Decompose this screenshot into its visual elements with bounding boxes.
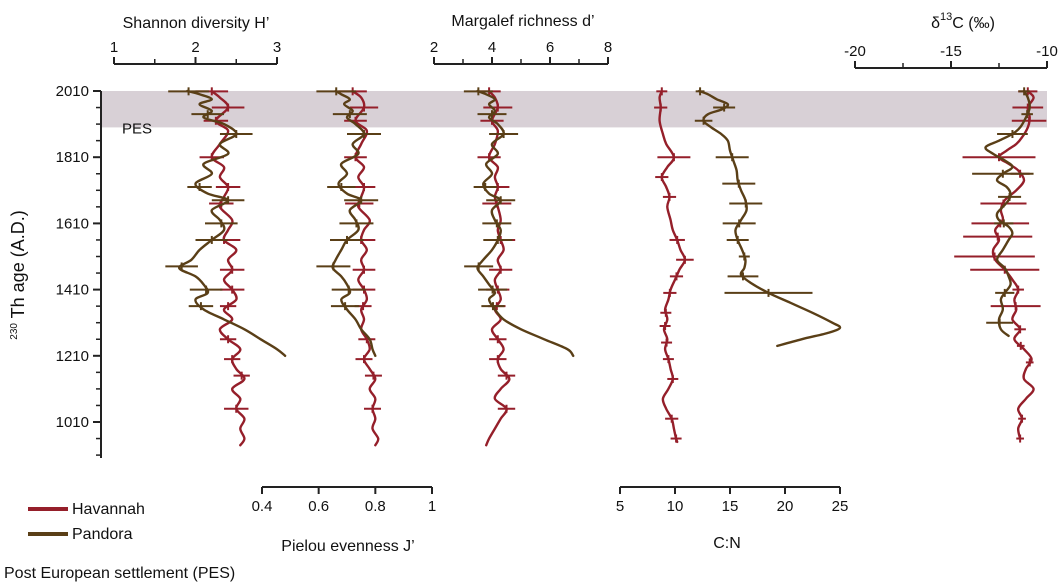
cn-series-pandora	[694, 87, 842, 348]
cn-pandora-line	[698, 89, 842, 348]
evenness-axis-title: Pielou evenness J’	[281, 538, 414, 555]
cn-x-tick-label: 10	[667, 498, 684, 515]
pes-band	[101, 91, 1047, 128]
y-tick-label: 1410	[56, 282, 89, 299]
margalef-havannah-line	[485, 90, 511, 447]
cn-x-tick-label: 25	[832, 498, 849, 515]
cn-x-tick-label: 15	[722, 498, 739, 515]
pes-band-label: PES	[122, 120, 152, 137]
shannon-x-tick-label: 1	[110, 39, 118, 56]
y-tick-label: 2010	[56, 83, 89, 100]
cn-axis-title: C:N	[713, 535, 741, 552]
shannon-x-tick-label: 3	[273, 39, 281, 56]
panel-margalef: 2 4 6 8 Margalef richness d’	[430, 13, 612, 447]
y-tick-label: 1010	[56, 414, 89, 431]
legend-note: Post European settlement (PES)	[4, 565, 235, 582]
panel-d13c: -20 -15 -10 δ13C (‰)	[844, 11, 1058, 443]
margalef-pandora-line	[476, 89, 575, 357]
evenness-x-tick-label: 0.6	[308, 498, 329, 515]
y-tick-label: 1610	[56, 215, 89, 232]
y-axis-title-main: Th age (A.D.)	[8, 210, 28, 323]
margalef-x-tick-label: 8	[604, 39, 612, 56]
margalef-x-tick-label: 2	[430, 39, 438, 56]
panel-evenness: 0.4 0.6 0.8 1 Pielou evenness J’	[252, 87, 436, 555]
evenness-x-tick-label: 0.4	[252, 498, 273, 515]
d13c-title-delta: δ	[931, 15, 940, 32]
shannon-x-tick-label: 2	[191, 39, 199, 56]
evenness-havannah-line	[351, 90, 380, 447]
y-axis: 2010 1810 1610 1410 1210 1010 230 Th age (A.D.…	[8, 83, 102, 458]
margalef-x-tick-label: 4	[488, 39, 496, 56]
evenness-series-pandora	[316, 87, 381, 357]
d13c-x-tick-label: -15	[940, 43, 962, 60]
d13c-x-tick-label: -10	[1036, 43, 1058, 60]
panel-cn: 5 10 15 20 25 C:N	[616, 87, 849, 552]
margalef-x-tick-label: 6	[546, 39, 554, 56]
legend-label-havannah: Havannah	[72, 501, 145, 518]
cn-x-tick-label: 20	[777, 498, 794, 515]
y-axis-title: 230 Th age (A.D.)	[8, 210, 28, 339]
evenness-x-tick-label: 0.8	[365, 498, 386, 515]
cn-havannah-line	[658, 90, 687, 444]
d13c-title-superscript: 13	[940, 11, 952, 23]
d13c-axis-title: δ13C (‰)	[931, 11, 995, 32]
d13c-havannah-line	[991, 90, 1035, 440]
d13c-x-tick-label: -20	[844, 43, 866, 60]
cn-x-tick-label: 5	[616, 498, 624, 515]
shannon-pandora-line	[178, 89, 287, 357]
legend-label-pandora: Pandora	[72, 526, 133, 543]
margalef-series-pandora	[463, 87, 575, 357]
evenness-pandora-line	[331, 89, 377, 357]
y-axis-title-superscript: 230	[9, 323, 20, 340]
shannon-havannah-line	[210, 90, 246, 447]
evenness-x-tick-label: 1	[428, 498, 436, 515]
y-tick-label: 1210	[56, 348, 89, 365]
margalef-axis-title: Margalef richness d’	[451, 13, 594, 30]
legend: Havannah Pandora Post European settlement …	[4, 501, 235, 582]
y-tick-label: 1810	[56, 149, 89, 166]
d13c-pandora-line	[984, 89, 1031, 338]
d13c-series-pandora	[972, 87, 1034, 338]
cn-series-havannah	[654, 87, 694, 444]
shannon-axis-title: Shannon diversity H’	[123, 15, 270, 32]
pes-band-group: PES	[101, 91, 1047, 137]
shannon-series-pandora	[165, 87, 287, 357]
d13c-title-rest: C (‰)	[952, 15, 995, 32]
